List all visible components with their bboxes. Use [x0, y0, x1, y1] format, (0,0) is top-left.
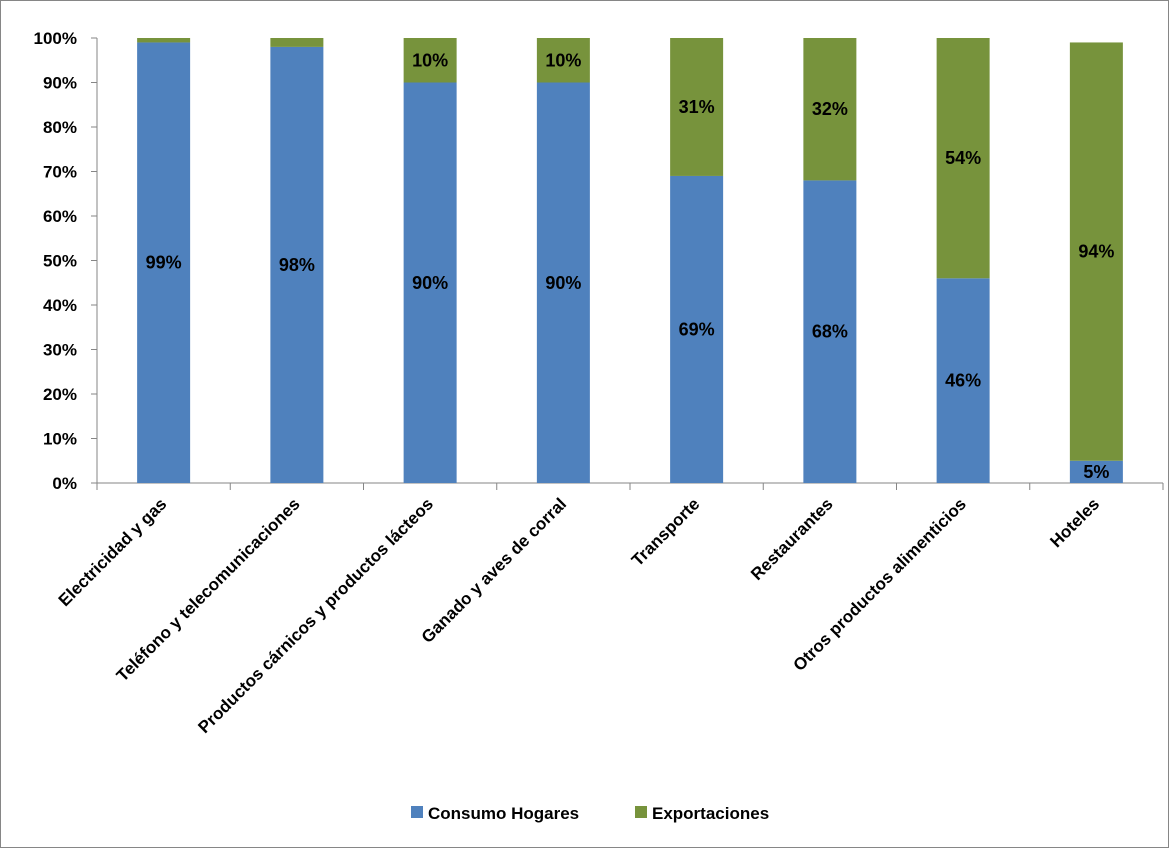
x-tick-label: Hoteles [1046, 494, 1103, 551]
bar-consumo-hogares [270, 46, 324, 484]
data-label: 32% [812, 99, 848, 119]
data-label: 5% [1083, 462, 1109, 482]
y-tick-label: 70% [43, 163, 77, 182]
bar-exportaciones [670, 38, 724, 176]
y-tick-label: 60% [43, 207, 77, 226]
x-tick-label: Productos cárnicos y productos lácteos [194, 494, 437, 737]
bar-exportaciones [936, 38, 990, 279]
y-tick-label: 50% [43, 252, 77, 271]
x-axis [96, 482, 1164, 490]
bar-consumo-hogares [936, 278, 990, 483]
bar-consumo-hogares [670, 175, 724, 483]
legend-swatch [411, 806, 423, 818]
legend-label: Exportaciones [652, 804, 769, 823]
data-label: 46% [945, 371, 981, 391]
legend-swatch [635, 806, 647, 818]
data-label: 99% [146, 253, 182, 273]
x-tick-label: Restaurantes [747, 494, 837, 584]
data-label: 94% [1078, 242, 1114, 262]
bars [137, 38, 1123, 484]
data-label: 69% [679, 319, 715, 339]
y-tick-label: 20% [43, 385, 77, 404]
data-label: 54% [945, 148, 981, 168]
x-tick-label: Electricidad y gas [55, 494, 171, 610]
legend: Consumo Hogares Exportaciones [411, 804, 769, 823]
y-axis: 0% 10% 20% 30% 40% 50% 60% 70% 80% 90% 100% [34, 29, 98, 493]
y-tick-label: 10% [43, 430, 77, 449]
data-label: 31% [679, 97, 715, 117]
data-label: 98% [279, 255, 315, 275]
bar-exportaciones [803, 38, 857, 181]
data-label: 10% [412, 50, 448, 70]
data-label: 90% [412, 273, 448, 293]
x-tick-label: Transporte [628, 494, 704, 570]
bar-consumo-hogares [536, 82, 590, 483]
bar-consumo-hogares [137, 42, 191, 483]
data-labels: 99% 98% 90% 10% 90% 10% 69% 31% 68% 32% 46% 54% 5% 94… [146, 50, 1115, 482]
data-label: 68% [812, 322, 848, 342]
y-tick-label: 30% [43, 341, 77, 360]
y-tick-label: 90% [43, 74, 77, 93]
bar-consumo-hogares [403, 82, 457, 483]
bar-consumo-hogares [1069, 460, 1123, 483]
bar-exportaciones [403, 38, 457, 83]
bar-exportaciones [536, 38, 590, 83]
y-tick-label: 80% [43, 118, 77, 137]
bar-exportaciones [270, 38, 324, 47]
bar-exportaciones [137, 38, 191, 43]
data-label: 90% [545, 273, 581, 293]
y-tick-label: 0% [52, 474, 77, 493]
x-tick-label: Ganado y aves de corral [418, 494, 570, 646]
bar-exportaciones [1069, 42, 1123, 461]
data-label: 10% [545, 50, 581, 70]
legend-label: Consumo Hogares [428, 804, 579, 823]
y-tick-label: 100% [34, 29, 77, 48]
y-tick-label: 40% [43, 296, 77, 315]
bar-consumo-hogares [803, 180, 857, 483]
